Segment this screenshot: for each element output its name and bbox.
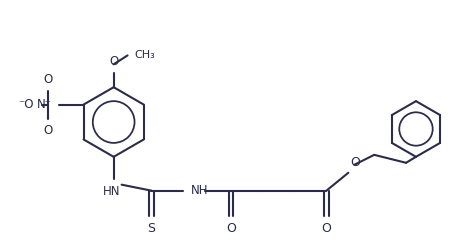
Text: CH₃: CH₃ — [134, 50, 155, 60]
Text: O: O — [321, 223, 331, 235]
Text: N⁺: N⁺ — [37, 98, 51, 111]
Text: O: O — [350, 156, 359, 169]
Text: HN: HN — [103, 185, 120, 198]
Text: O: O — [43, 73, 52, 86]
Text: S: S — [147, 223, 155, 235]
Text: NH: NH — [191, 184, 208, 197]
Text: ⁻O: ⁻O — [18, 98, 34, 111]
Text: O: O — [225, 223, 235, 235]
Text: O: O — [43, 123, 52, 137]
Text: O: O — [109, 55, 118, 68]
